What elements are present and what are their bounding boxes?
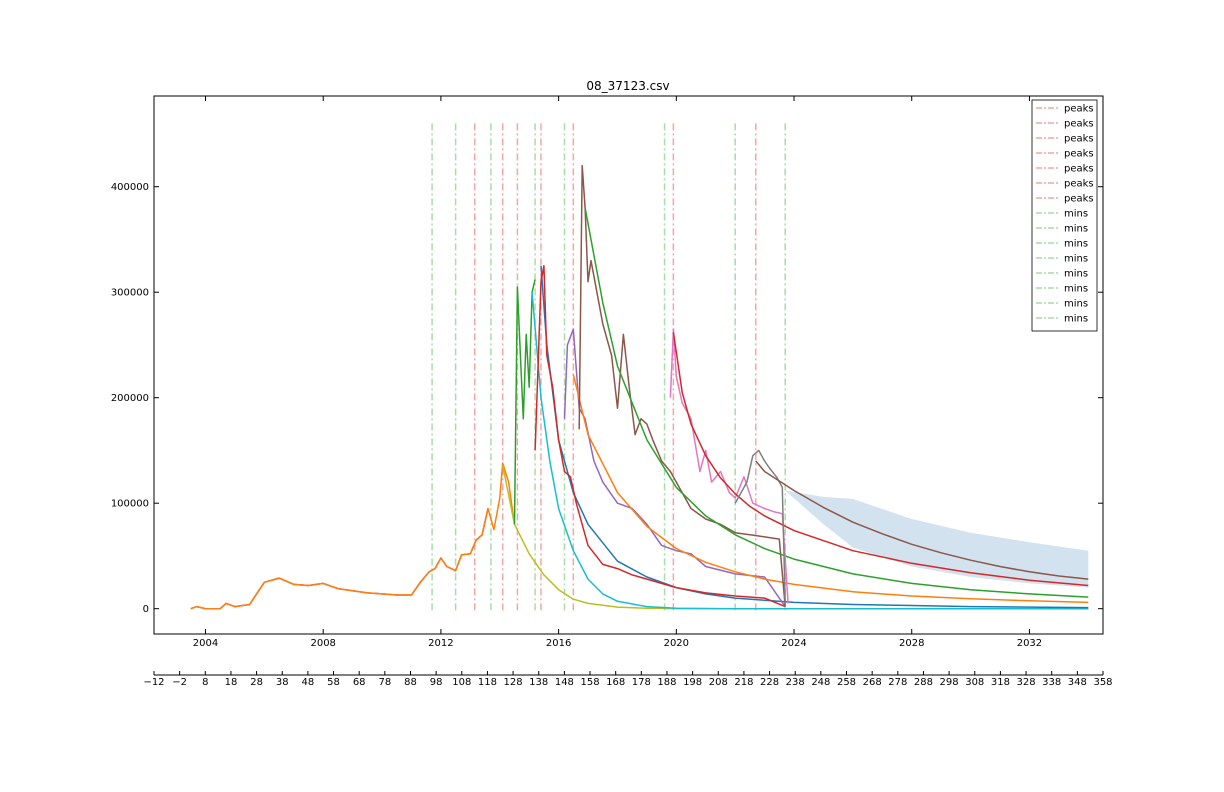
series-line — [572, 374, 1089, 604]
secondary-x-tick-label: 348 — [1068, 677, 1087, 688]
series-line — [563, 328, 786, 608]
secondary-x-tick-label: 308 — [965, 677, 984, 688]
secondary-x-tick-label: 38 — [276, 677, 289, 688]
secondary-x-tick-label: 158 — [580, 677, 599, 688]
legend-label: mins — [1064, 299, 1088, 310]
series-line — [672, 332, 1089, 587]
series-line — [755, 460, 1089, 580]
y-tick-label: 100000 — [111, 499, 149, 510]
x-tick-label: 2012 — [428, 638, 453, 649]
secondary-x-tick-label: 88 — [404, 677, 417, 688]
legend-label: mins — [1064, 284, 1088, 295]
series-line — [513, 279, 536, 525]
series-line — [190, 462, 516, 610]
legend-label: mins — [1064, 254, 1088, 265]
secondary-x-tick-label: 128 — [504, 677, 523, 688]
legend-label: peaks — [1064, 119, 1094, 130]
legend-label: peaks — [1064, 194, 1094, 205]
x-tick-label: 2020 — [664, 638, 689, 649]
secondary-x-tick-label: 58 — [327, 677, 340, 688]
secondary-x-tick-label: −12 — [143, 677, 164, 688]
x-tick-label: 2004 — [193, 638, 218, 649]
chart-title: 08_37123.csv — [586, 79, 669, 93]
x-tick-label: 2016 — [546, 638, 571, 649]
secondary-x-tick-label: 338 — [1042, 677, 1061, 688]
legend-label: mins — [1064, 209, 1088, 220]
series-line — [584, 207, 1089, 598]
series-line — [501, 465, 1089, 610]
legend-label: peaks — [1064, 149, 1094, 160]
series-line — [531, 292, 1089, 610]
secondary-x-tick-label: 228 — [760, 677, 779, 688]
secondary-x-tick-label: 28 — [250, 677, 263, 688]
legend-label: peaks — [1064, 179, 1094, 190]
secondary-x-tick-label: 8 — [202, 677, 208, 688]
secondary-x-tick-label: 358 — [1093, 677, 1112, 688]
plot-frame — [153, 95, 1104, 635]
secondary-x-tick-label: −2 — [172, 677, 187, 688]
x-tick-label: 2024 — [781, 638, 806, 649]
secondary-x-tick-label: 218 — [734, 677, 753, 688]
secondary-x-tick-label: 78 — [378, 677, 391, 688]
secondary-x-tick-label: 48 — [302, 677, 315, 688]
legend-label: mins — [1064, 224, 1088, 235]
secondary-x-tick-label: 188 — [657, 677, 676, 688]
secondary-x-tick-label: 168 — [606, 677, 625, 688]
y-tick-label: 300000 — [111, 288, 149, 299]
confidence-band — [785, 490, 1089, 588]
legend-label: mins — [1064, 239, 1088, 250]
legend-label: peaks — [1064, 104, 1094, 115]
y-tick-label: 0 — [143, 604, 149, 615]
secondary-x-tick-label: 148 — [555, 677, 574, 688]
secondary-x-tick-label: 328 — [1017, 677, 1036, 688]
legend-label: mins — [1064, 269, 1088, 280]
y-tick-label: 400000 — [111, 182, 149, 193]
secondary-x-tick-label: 98 — [430, 677, 443, 688]
secondary-x-tick-label: 18 — [225, 677, 238, 688]
secondary-x-tick-label: 248 — [811, 677, 830, 688]
secondary-x-tick-label: 278 — [888, 677, 907, 688]
secondary-x-tick-label: 108 — [452, 677, 471, 688]
y-tick-label: 200000 — [111, 393, 149, 404]
secondary-x-tick-label: 138 — [529, 677, 548, 688]
secondary-x-tick-label: 298 — [940, 677, 959, 688]
series-line — [734, 449, 786, 604]
legend-box — [1031, 99, 1098, 332]
secondary-x-tick-label: 198 — [683, 677, 702, 688]
secondary-x-tick-label: 208 — [709, 677, 728, 688]
legend-label: mins — [1064, 314, 1088, 325]
x-tick-label: 2032 — [1017, 638, 1042, 649]
x-tick-label: 2028 — [899, 638, 924, 649]
x-tick-label: 2008 — [310, 638, 335, 649]
series-line — [578, 164, 786, 607]
secondary-x-tick-label: 318 — [991, 677, 1010, 688]
secondary-x-tick-label: 68 — [353, 677, 366, 688]
secondary-x-tick-label: 118 — [478, 677, 497, 688]
series-line — [534, 265, 786, 608]
secondary-x-tick-label: 288 — [914, 677, 933, 688]
legend-label: peaks — [1064, 134, 1094, 145]
secondary-x-tick-label: 268 — [863, 677, 882, 688]
secondary-x-tick-label: 178 — [632, 677, 651, 688]
secondary-x-tick-label: 238 — [786, 677, 805, 688]
secondary-x-tick-label: 258 — [837, 677, 856, 688]
series-line — [669, 328, 789, 604]
legend-label: peaks — [1064, 164, 1094, 175]
series-line — [190, 508, 489, 610]
